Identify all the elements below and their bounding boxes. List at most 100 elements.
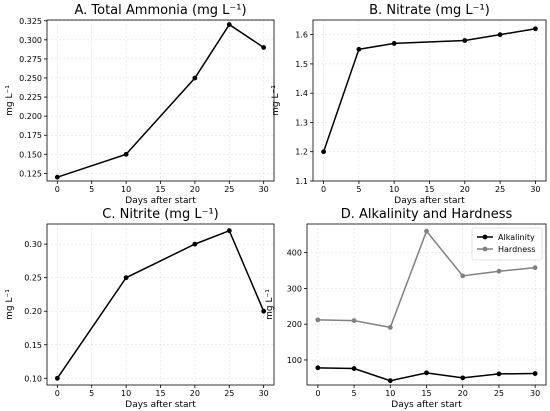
x-tick-label: 30 (259, 185, 269, 194)
x-tick-label: 5 (89, 185, 94, 194)
data-point (315, 317, 321, 323)
data-point (261, 308, 267, 314)
x-tick-label: 15 (155, 389, 165, 398)
y-tick-label: 0.25 (24, 274, 42, 283)
data-point (54, 375, 60, 381)
legend-box (471, 227, 543, 261)
y-tick-label: 0.300 (19, 36, 42, 45)
x-axis-label: Days after start (391, 400, 462, 410)
x-tick-label: 10 (121, 389, 131, 398)
y-tick-label: 0.20 (24, 307, 42, 316)
x-tick-label: 20 (458, 389, 468, 398)
data-point (533, 26, 538, 32)
y-tick-label: 0.225 (19, 93, 42, 102)
legend-marker (482, 246, 488, 252)
y-tick-label: 1.4 (295, 89, 308, 98)
data-point (226, 22, 232, 27)
data-point (496, 371, 502, 377)
data-point (497, 32, 503, 38)
x-tick-label: 0 (321, 185, 326, 194)
legend: Alkalinity Hardness (471, 227, 543, 261)
y-tick-label: 1.5 (295, 60, 308, 69)
panel-a: 0 5 10 15 20 25 30 0.125 0.150 0.175 0.200 0.225 0.2… (5, 3, 275, 206)
x-tick-label: 25 (495, 185, 505, 194)
y-tick-label: 200 (287, 320, 302, 329)
y-tick-label: 1.3 (295, 118, 308, 127)
y-tick-label: 0.175 (19, 131, 42, 140)
x-tick-label: 10 (385, 389, 395, 398)
y-tick-label: 0.150 (19, 150, 42, 159)
data-point (387, 378, 393, 384)
x-tick-label: 30 (259, 389, 269, 398)
legend-label: Alkalinity (498, 233, 535, 242)
y-tick-label: 0.10 (24, 374, 42, 383)
data-point (387, 324, 393, 330)
x-tick-label: 20 (190, 185, 200, 194)
y-tick-label: 300 (287, 284, 302, 293)
data-point (460, 273, 466, 279)
y-tick-label: 1.6 (295, 31, 308, 40)
x-tick-label: 0 (55, 185, 60, 194)
data-point (321, 149, 326, 155)
chart-title: D. Alkalinity and Hardness (341, 207, 513, 222)
data-point (192, 241, 198, 247)
data-point (424, 228, 429, 234)
data-point (391, 41, 397, 46)
y-tick-label: 0.250 (19, 74, 42, 83)
data-point (351, 318, 357, 323)
x-tick-label: 5 (356, 185, 361, 194)
series-line (322, 28, 536, 152)
x-tick-label: 5 (89, 389, 94, 398)
data-point (123, 275, 129, 281)
y-tick-label: 0.15 (24, 341, 42, 350)
x-tick-label: 15 (421, 389, 431, 398)
data-point (424, 370, 429, 376)
x-tick-label: 5 (352, 389, 357, 398)
y-tick-label: 0.325 (19, 17, 42, 26)
x-tick-label: 0 (315, 389, 320, 398)
chart-title: A. Total Ammonia (mg L⁻¹) (74, 3, 246, 18)
data-point (54, 174, 60, 180)
legend-label: Hardness (498, 245, 535, 254)
y-axis-label: mg L⁻¹ (271, 85, 281, 116)
chart-title: B. Nitrate (mg L⁻¹) (369, 3, 490, 18)
data-point (532, 371, 538, 376)
x-axis-label: Days after start (394, 196, 465, 206)
y-axis-label: mg L⁻¹ (265, 289, 275, 320)
panel-c: 0 5 10 15 20 25 30 0.10 0.15 0.20 0.25 0.30 C. Nitri… (5, 207, 275, 410)
data-point (351, 366, 357, 371)
data-point (356, 46, 362, 52)
x-tick-label: 10 (121, 185, 131, 194)
x-tick-label: 30 (530, 185, 540, 194)
chart-title: C. Nitrite (mg L⁻¹) (102, 207, 218, 222)
y-tick-label: 1.1 (295, 177, 308, 186)
x-tick-label: 15 (424, 185, 434, 194)
y-tick-label: 1.2 (295, 148, 308, 157)
y-tick-label: 0.200 (19, 112, 42, 121)
y-tick-label: 0.275 (19, 55, 42, 64)
data-point (123, 151, 129, 157)
data-point (496, 268, 502, 274)
x-axis-label: Days after start (125, 400, 196, 410)
legend-marker (482, 234, 488, 240)
x-tick-label: 20 (190, 389, 200, 398)
x-tick-label: 30 (530, 389, 540, 398)
x-tick-label: 25 (224, 389, 234, 398)
x-tick-label: 0 (55, 389, 60, 398)
data-point (261, 45, 267, 50)
data-point (462, 38, 468, 43)
y-axis-label: mg L⁻¹ (5, 289, 15, 320)
y-tick-label: 100 (287, 356, 302, 365)
y-tick-label: 0.125 (19, 169, 42, 178)
data-point (460, 375, 466, 381)
panel-d: 0 5 10 15 20 25 30 100 200 300 400 D. Alkalinity an… (265, 207, 547, 410)
x-tick-label: 25 (224, 185, 234, 194)
x-tick-label: 20 (460, 185, 470, 194)
panel-b: 0 5 10 15 20 25 30 1.1 1.2 1.3 1.4 1.5 1.6 B. Nitrate… (271, 3, 547, 206)
x-tick-label: 25 (494, 389, 504, 398)
data-point (532, 265, 538, 271)
y-tick-label: 400 (287, 249, 302, 258)
data-point (315, 365, 321, 371)
x-tick-label: 10 (389, 185, 399, 194)
